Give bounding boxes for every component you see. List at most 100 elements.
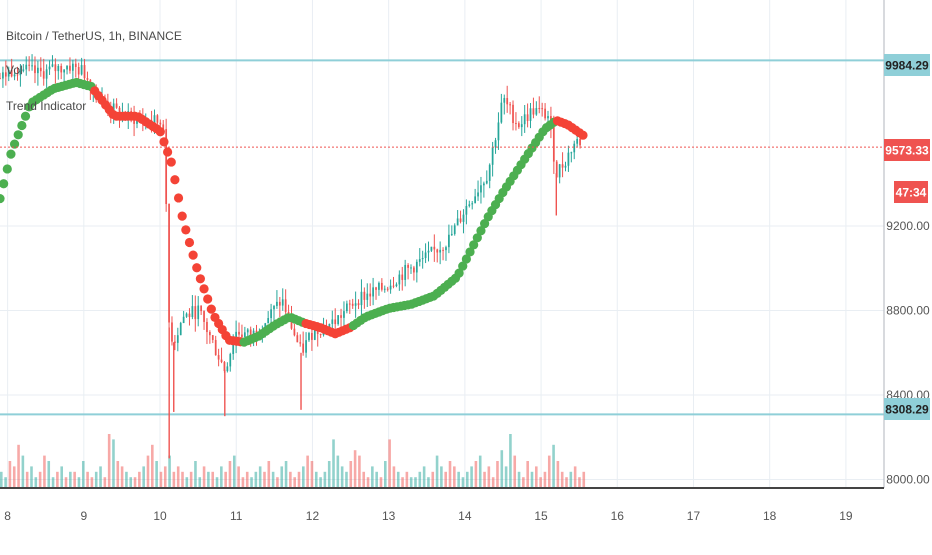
candle-body: [54, 64, 57, 72]
volume-bar: [431, 471, 435, 488]
chart-legend[interactable]: Bitcoin / TetherUS, 1h, BINANCE Vol Tren…: [6, 29, 182, 113]
volume-bar: [440, 466, 443, 488]
volume-bar: [202, 466, 206, 488]
candle-body: [378, 282, 380, 290]
candle-body: [369, 293, 372, 297]
volume-bar: [271, 471, 275, 488]
volume-bar: [513, 455, 517, 488]
volume-bar: [332, 439, 335, 488]
trend-point: [13, 130, 23, 140]
volume-bar: [198, 477, 202, 488]
candle-body: [561, 164, 564, 168]
volume-bar: [522, 477, 525, 488]
candle-body: [13, 74, 16, 77]
volume-bar: [405, 471, 409, 488]
trend-point: [199, 284, 209, 294]
horizontal-lines[interactable]: [0, 59, 884, 416]
candle-body: [445, 247, 447, 251]
x-tick-label: 18: [763, 509, 777, 523]
candle-body: [433, 246, 436, 250]
candle-body: [51, 64, 54, 67]
candle-body: [39, 67, 42, 72]
volume-bar: [474, 461, 478, 488]
candle-body: [63, 69, 66, 73]
candle-body: [346, 303, 348, 312]
candle-body: [354, 303, 357, 306]
candle-body: [424, 252, 427, 259]
trend-point: [465, 247, 475, 257]
y-tick-label: 9200.00: [886, 219, 930, 233]
candle-body: [182, 316, 185, 324]
candle-body: [509, 104, 511, 106]
candle-body: [281, 299, 284, 306]
candle-body: [60, 65, 63, 73]
candle-body: [383, 288, 386, 290]
candle-body: [77, 67, 80, 75]
candle-body: [360, 291, 363, 306]
candle-body: [515, 123, 517, 125]
candle-body: [343, 311, 345, 318]
volume-bar: [500, 450, 504, 488]
price-tag-top-line: 9984.29: [884, 54, 930, 76]
candle-body: [302, 343, 305, 353]
volume-bar: [245, 471, 249, 488]
candle-body: [456, 218, 459, 226]
volume-bar: [86, 471, 89, 488]
time-scale[interactable]: [0, 488, 932, 550]
trend-point: [2, 164, 12, 174]
x-axis: 8 9 10 11 12 13 14 15 16 17 18 19: [4, 509, 853, 523]
trend-point: [163, 147, 173, 157]
volume-bar: [526, 461, 529, 488]
candle-body: [2, 72, 4, 79]
candle-body: [520, 124, 523, 128]
candle-body: [450, 233, 453, 235]
volume-bar: [163, 466, 167, 488]
volume-bar: [155, 461, 158, 488]
volume-bar: [340, 466, 344, 488]
volume-bar: [388, 439, 391, 488]
candle-body: [57, 65, 60, 72]
volume-bar: [319, 477, 322, 488]
volume-bar: [560, 471, 564, 488]
candle-body: [273, 305, 275, 310]
legend-trend-indicator[interactable]: Trend Indicator: [6, 99, 86, 113]
legend-symbol[interactable]: Bitcoin / TetherUS, 1h, BINANCE: [6, 29, 182, 43]
candle-body: [503, 98, 506, 103]
candle-body: [448, 234, 450, 248]
volume-bar: [422, 466, 426, 488]
trend-point: [0, 179, 9, 189]
candle-body: [200, 305, 203, 312]
volume-bar: [453, 466, 456, 488]
candle-body: [171, 322, 173, 342]
candle-body: [331, 319, 334, 324]
candle-body: [474, 196, 477, 204]
volume-bar: [465, 471, 469, 488]
legend-volume[interactable]: Vol: [6, 63, 23, 77]
candle-body: [389, 285, 392, 290]
volume-bar: [457, 471, 460, 488]
volume-bar: [159, 471, 163, 488]
volume-bar: [582, 471, 586, 488]
x-tick-label: 12: [306, 509, 320, 523]
trend-point: [184, 237, 195, 248]
candle-body: [517, 123, 520, 128]
candle-body: [340, 315, 342, 318]
candle-body: [214, 339, 217, 356]
volume-bar: [232, 455, 236, 488]
trend-point: [454, 268, 464, 278]
volume-bar: [314, 471, 318, 488]
candle-body: [500, 102, 503, 123]
volume-bar: [366, 477, 370, 488]
volume-bar: [168, 455, 171, 488]
candle-body: [83, 65, 86, 79]
candle-body: [380, 282, 383, 290]
candle-body: [25, 64, 28, 70]
volume-bar: [409, 477, 413, 488]
volume-bar: [47, 461, 51, 488]
trend-point: [195, 274, 206, 284]
candle-body: [211, 335, 214, 340]
candle-body: [308, 333, 310, 341]
candle-body: [220, 359, 223, 363]
